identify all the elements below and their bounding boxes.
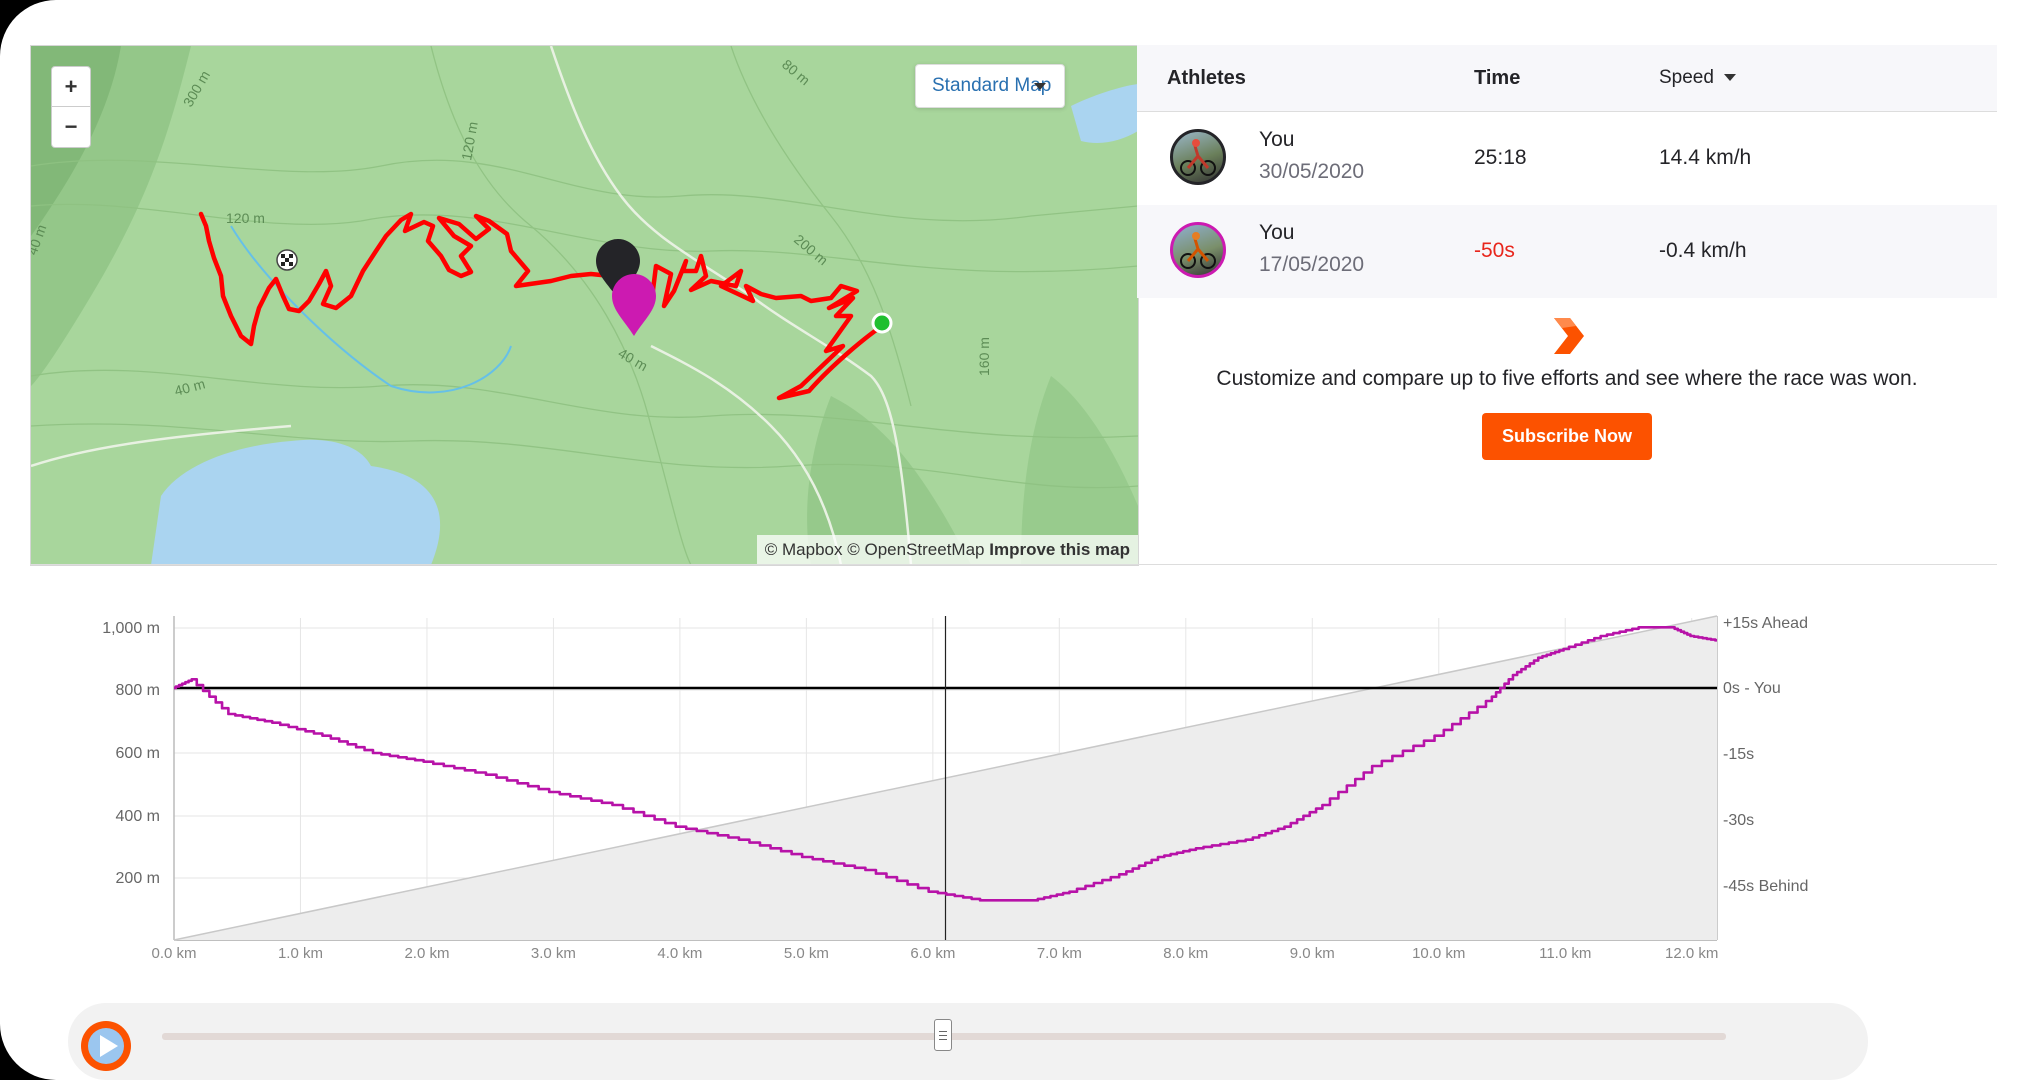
left-axis-labels: 1,000 m 800 m 600 m 400 m 200 m [102,620,160,887]
avatar [1170,129,1226,185]
x-tick-label: 5.0 km [784,945,829,962]
athletes-column-header: Athletes [1167,67,1246,89]
y-left-tick-label: 200 m [116,870,160,887]
y-right-tick-label: +15s Ahead [1723,615,1808,632]
time-gap-series [174,626,1717,902]
elevation-time-gap-chart[interactable]: 1,000 m 800 m 600 m 400 m 200 m +15s Ahead 0s… [30,580,1997,980]
zoom-out-button[interactable]: − [51,107,91,148]
athlete-name[interactable]: You [1259,221,1295,244]
y-right-tick-label: -15s [1723,746,1754,763]
y-left-tick-label: 1,000 m [102,620,160,637]
x-tick-label: 3.0 km [531,945,576,962]
right-axis-labels: +15s Ahead 0s - You -15s -30s -45s Behind [1723,615,1808,895]
effort-speed-difference: -0.4 km/h [1659,239,1747,262]
map-style-label: Standard Map [932,75,1052,96]
promo-text: Customize and compare up to five efforts… [1216,367,1918,390]
y-right-tick-label: -45s Behind [1723,878,1808,895]
effort-date: 17/05/2020 [1259,253,1365,276]
contour-label: 40 m [173,375,207,399]
y-right-tick-label: -30s [1723,812,1754,829]
x-tick-label: 0.0 km [151,945,196,962]
y-right-tick-label: 0s - You [1723,680,1781,697]
zoom-in-button[interactable]: + [51,66,91,107]
y-left-tick-label: 800 m [116,682,160,699]
route-map[interactable]: 300 m 120 m 120 m 80 m 200 m 160 m 40 m … [30,45,1139,566]
x-tick-label: 2.0 km [404,945,449,962]
y-left-tick-label: 400 m [116,808,160,825]
segment-route-line [198,211,891,401]
table-row[interactable]: You 30/05/2020 25:18 14.4 km/h [1137,112,1997,205]
cyclist-icon [1180,232,1216,269]
x-tick-label: 6.0 km [910,945,955,962]
avatar [1170,222,1226,278]
subscribe-now-button[interactable]: Subscribe Now [1482,413,1652,460]
effort-time: 25:18 [1474,146,1527,169]
map-attribution: © Mapbox © OpenStreetMap Improve this ma… [756,535,1138,565]
contour-label: 160 m [976,337,992,376]
finish-flag-icon [276,249,298,271]
improve-map-link[interactable]: Improve this map [989,540,1130,559]
chevron-down-icon [1723,74,1736,82]
effort-speed: 14.4 km/h [1659,146,1752,169]
speed-column-selector[interactable]: Speed [1659,45,1736,111]
contour-label: 120 m [458,120,481,161]
speed-column-label: Speed [1659,67,1714,88]
athlete-name[interactable]: You [1259,128,1295,151]
time-column-header: Time [1474,67,1521,89]
map-style-dropdown[interactable]: Standard Map [915,64,1065,108]
map-canvas: 300 m 120 m 120 m 80 m 200 m 160 m 40 m … [31,46,1138,565]
contour-label: 120 m [226,210,265,226]
table-row[interactable]: You 17/05/2020 -50s -0.4 km/h [1137,205,1997,298]
y-left-tick-label: 600 m [116,745,160,762]
chevron-down-icon [1034,83,1046,90]
table-header [1137,45,1997,112]
x-tick-label: 9.0 km [1290,945,1335,962]
mapbox-link[interactable]: © Mapbox [764,540,843,559]
cyclist-icon [1180,139,1216,176]
time-gap-line [174,616,1717,940]
athletes-table: Athletes Time Speed You 30/05/2020 25:18… [1137,45,1997,300]
x-tick-label: 12.0 km [1665,945,1718,962]
x-tick-label: 8.0 km [1163,945,1208,962]
play-button[interactable] [80,1020,132,1072]
playback-bar [68,1003,1868,1080]
x-axis-labels: 0.0 km 1.0 km 2.0 km 3.0 km 4.0 km 5.0 km 6.0 … [151,945,1718,962]
start-point-icon [871,312,893,334]
effort-time-difference: -50s [1474,239,1515,262]
x-tick-label: 4.0 km [657,945,702,962]
strava-chevron-icon [1554,318,1584,354]
x-tick-label: 7.0 km [1037,945,1082,962]
compare-position-marker-icon [612,274,656,336]
playback-slider-handle[interactable] [934,1019,952,1051]
x-tick-label: 11.0 km [1539,945,1591,962]
effort-date: 30/05/2020 [1259,160,1365,183]
openstreetmap-link[interactable]: © OpenStreetMap [847,540,985,559]
section-divider [30,564,1997,565]
x-tick-label: 10.0 km [1412,945,1465,962]
x-tick-label: 1.0 km [278,945,323,962]
